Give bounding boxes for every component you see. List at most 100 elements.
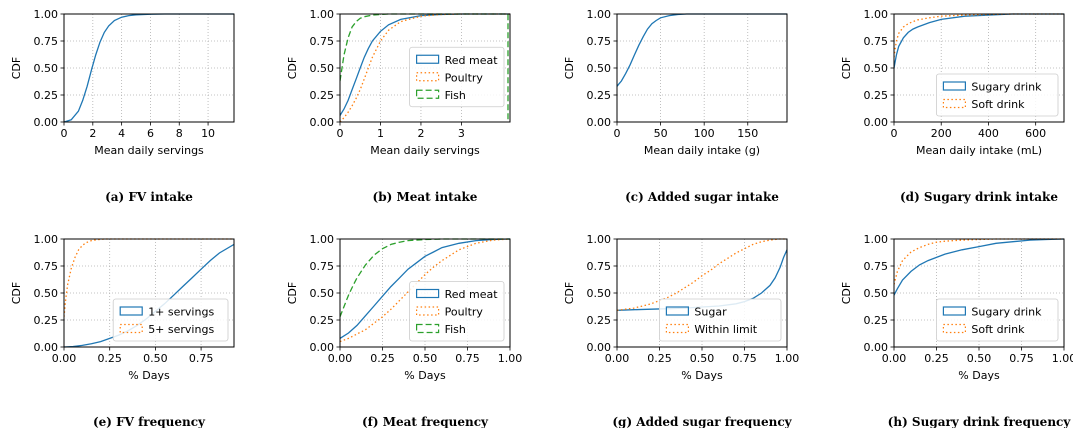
x-tick-label: 8 bbox=[176, 127, 183, 140]
x-tick-label: 1.00 bbox=[1052, 352, 1073, 365]
x-axis-label: % Days bbox=[404, 369, 446, 382]
legend-swatch bbox=[416, 323, 440, 334]
y-tick-label: 0.75 bbox=[864, 260, 889, 273]
x-tick-label: 0.00 bbox=[882, 352, 907, 365]
y-axis-label: CDF bbox=[286, 282, 299, 304]
y-axis-label: CDF bbox=[10, 282, 23, 304]
x-tick-label: 1.00 bbox=[775, 352, 800, 365]
y-axis-label: CDF bbox=[10, 57, 23, 79]
legend-label: 5+ servings bbox=[148, 323, 214, 336]
legend-swatch bbox=[942, 323, 967, 334]
chart-b: 0 1 2 3 0.00 0.25 0.50 0.75 1.00 Mean daily servi… bbox=[286, 8, 511, 204]
x-tick-label: 100 bbox=[694, 127, 715, 140]
x-tick-label: 0.00 bbox=[605, 352, 630, 365]
x-tick-label: 200 bbox=[931, 127, 952, 140]
y-tick-label: 0.75 bbox=[587, 260, 612, 273]
subfigure-caption: (h) Sugary drink frequency bbox=[888, 415, 1072, 428]
series-line-within-limit bbox=[617, 238, 787, 311]
legend-swatch bbox=[119, 323, 143, 334]
x-tick-label: 0.50 bbox=[143, 352, 168, 365]
chart-e: 0.00 0.25 0.50 0.75 0.00 0.25 0.50 0.75 1.00 % Da… bbox=[10, 233, 235, 428]
y-tick-label: 0.25 bbox=[310, 314, 335, 327]
legend-label: Sugary drink bbox=[971, 81, 1042, 94]
y-tick-label: 0.50 bbox=[310, 62, 335, 75]
x-axis-label: Mean daily intake (mL) bbox=[916, 144, 1042, 157]
legend-label: Red meat bbox=[445, 288, 499, 301]
legend: Sugary drink Soft drink bbox=[936, 73, 1059, 117]
subfigure-caption: (b) Meat intake bbox=[373, 190, 478, 204]
x-tick-label: 150 bbox=[737, 127, 758, 140]
legend: Sugary drink Soft drink bbox=[936, 298, 1059, 342]
x-tick-label: 0 bbox=[337, 127, 344, 140]
y-tick-label: 0.25 bbox=[864, 314, 889, 327]
x-tick-label: 0.25 bbox=[97, 352, 122, 365]
y-tick-label: 0.75 bbox=[310, 260, 335, 273]
legend: Sugar Within limit bbox=[659, 298, 782, 342]
y-tick-label: 1.00 bbox=[587, 233, 612, 246]
series-line-soft-drink bbox=[894, 13, 1064, 58]
x-tick-label: 0.50 bbox=[690, 352, 715, 365]
x-tick-label: 50 bbox=[654, 127, 668, 140]
y-tick-label: 0.00 bbox=[310, 341, 335, 354]
x-tick-label: 0 bbox=[891, 127, 898, 140]
legend-box bbox=[936, 73, 1059, 117]
x-tick-label: 0 bbox=[614, 127, 621, 140]
legend: 1+ servings 5+ servings bbox=[112, 298, 229, 342]
legend-box bbox=[409, 46, 505, 108]
x-tick-label: 0.75 bbox=[1009, 352, 1034, 365]
x-tick-label: 0.25 bbox=[924, 352, 949, 365]
legend-label: Poultry bbox=[445, 71, 484, 84]
x-tick-label: 0.75 bbox=[732, 352, 757, 365]
x-axis-label: Mean daily servings bbox=[94, 144, 204, 157]
x-tick-label: 1 bbox=[377, 127, 384, 140]
legend-swatch bbox=[416, 89, 440, 99]
subfigure-caption: (g) Added sugar frequency bbox=[612, 415, 792, 428]
y-tick-label: 0.25 bbox=[587, 314, 612, 327]
legend-label: Sugar bbox=[694, 306, 727, 319]
x-tick-label: 2 bbox=[417, 127, 424, 140]
x-tick-label: 2 bbox=[89, 127, 96, 140]
series-line-cdf bbox=[64, 13, 234, 123]
y-tick-label: 0.75 bbox=[864, 35, 889, 48]
y-tick-label: 0.75 bbox=[34, 35, 59, 48]
series-line-fish bbox=[340, 238, 510, 318]
y-tick-label: 0.75 bbox=[34, 260, 59, 273]
chart-c: 0 50 100 150 0.00 0.25 0.50 0.75 1.00 Mean daily … bbox=[563, 8, 788, 204]
subfigure-caption: (e) FV frequency bbox=[93, 415, 206, 428]
x-tick-label: 10 bbox=[201, 127, 215, 140]
legend: Red meat Poultry Fish bbox=[409, 281, 505, 342]
y-tick-label: 0.75 bbox=[587, 35, 612, 48]
x-tick-label: 0.75 bbox=[455, 352, 480, 365]
x-tick-label: 0.00 bbox=[328, 352, 353, 365]
y-tick-label: 1.00 bbox=[310, 8, 335, 21]
y-tick-label: 0.75 bbox=[310, 35, 335, 48]
series-line-poultry bbox=[340, 238, 510, 343]
x-tick-label: 1.00 bbox=[498, 352, 523, 365]
y-tick-label: 0.00 bbox=[34, 116, 59, 129]
chart-h: 0.00 0.25 0.50 0.75 1.00 0.00 0.25 0.50 0.75 1.00… bbox=[840, 233, 1073, 428]
x-tick-label: 6 bbox=[147, 127, 154, 140]
x-tick-label: 3 bbox=[458, 127, 465, 140]
x-axis-label: % Days bbox=[958, 369, 1000, 382]
y-tick-label: 1.00 bbox=[34, 8, 59, 21]
legend-swatch bbox=[942, 306, 967, 316]
chart-a: 0 2 4 6 8 10 0.00 0.25 0.50 0.75 1.00 Mean daily se… bbox=[10, 8, 235, 204]
x-axis-label: Mean daily intake (g) bbox=[644, 144, 760, 157]
legend-swatch bbox=[665, 306, 690, 316]
y-tick-label: 0.50 bbox=[864, 287, 889, 300]
legend-swatch bbox=[416, 306, 440, 316]
y-tick-label: 0.25 bbox=[587, 89, 612, 102]
legend-box bbox=[936, 298, 1059, 342]
y-tick-label: 0.00 bbox=[587, 116, 612, 129]
x-tick-label: 0.75 bbox=[189, 352, 214, 365]
legend-swatch bbox=[665, 323, 690, 334]
subfigure-caption: (f) Meat frequency bbox=[362, 415, 489, 428]
y-axis-label: CDF bbox=[563, 57, 576, 79]
y-tick-label: 0.25 bbox=[310, 89, 335, 102]
y-tick-label: 1.00 bbox=[864, 8, 889, 21]
legend-label: Red meat bbox=[445, 54, 499, 67]
legend-swatch bbox=[416, 54, 440, 64]
chart-g: 0.00 0.25 0.50 0.75 1.00 0.00 0.25 0.50 0.75 1.00… bbox=[563, 233, 799, 428]
x-tick-label: 0.00 bbox=[52, 352, 77, 365]
